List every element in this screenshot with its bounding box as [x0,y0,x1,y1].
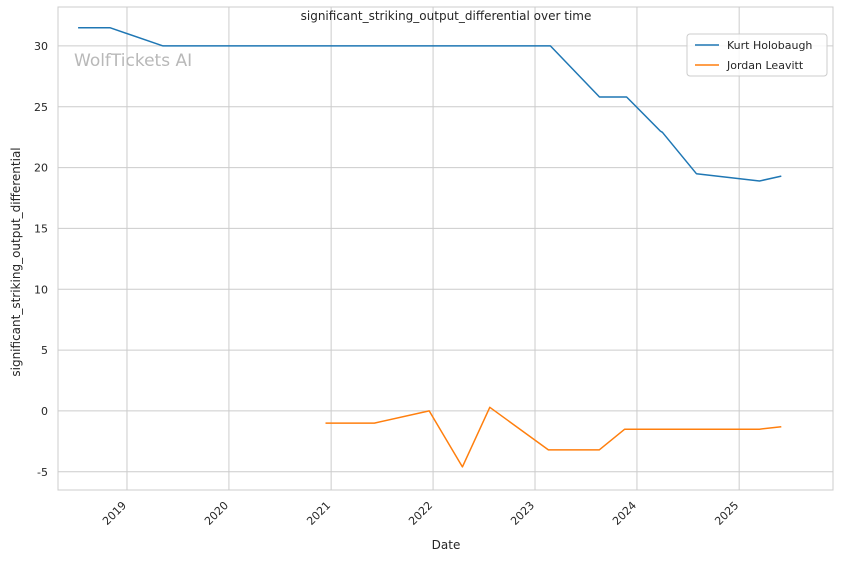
y-axis-title: significant_striking_output_differential [9,147,23,376]
chart-title: significant_striking_output_differential… [301,9,592,23]
legend-box [686,33,828,77]
y-axis-ticks: -5 0 5 10 15 20 25 30 [34,40,48,479]
legend-label-kurt-holobaugh: Kurt Holobaugh [727,39,812,52]
y-tick-label: 25 [34,101,48,114]
y-tick-label: 30 [34,40,48,53]
y-tick-label: -5 [37,466,48,479]
y-tick-label: 0 [41,405,48,418]
legend-label-jordan-leavitt: Jordan Leavitt [726,59,804,72]
grid [58,7,833,490]
series-line-kurt-holobaugh [78,26,782,182]
watermark-text: WolfTickets AI [74,51,192,71]
y-tick-label: 5 [41,344,48,357]
y-tick-label: 15 [34,222,48,235]
y-tick-label: 10 [34,283,48,296]
y-tick-label: 20 [34,162,48,175]
legend: Kurt Holobaugh Jordan Leavitt [686,33,828,77]
plot-area-frame [57,6,834,491]
series-line-jordan-leavitt [325,406,782,468]
x-axis-title: Date [432,538,461,552]
series-lines [78,26,782,468]
